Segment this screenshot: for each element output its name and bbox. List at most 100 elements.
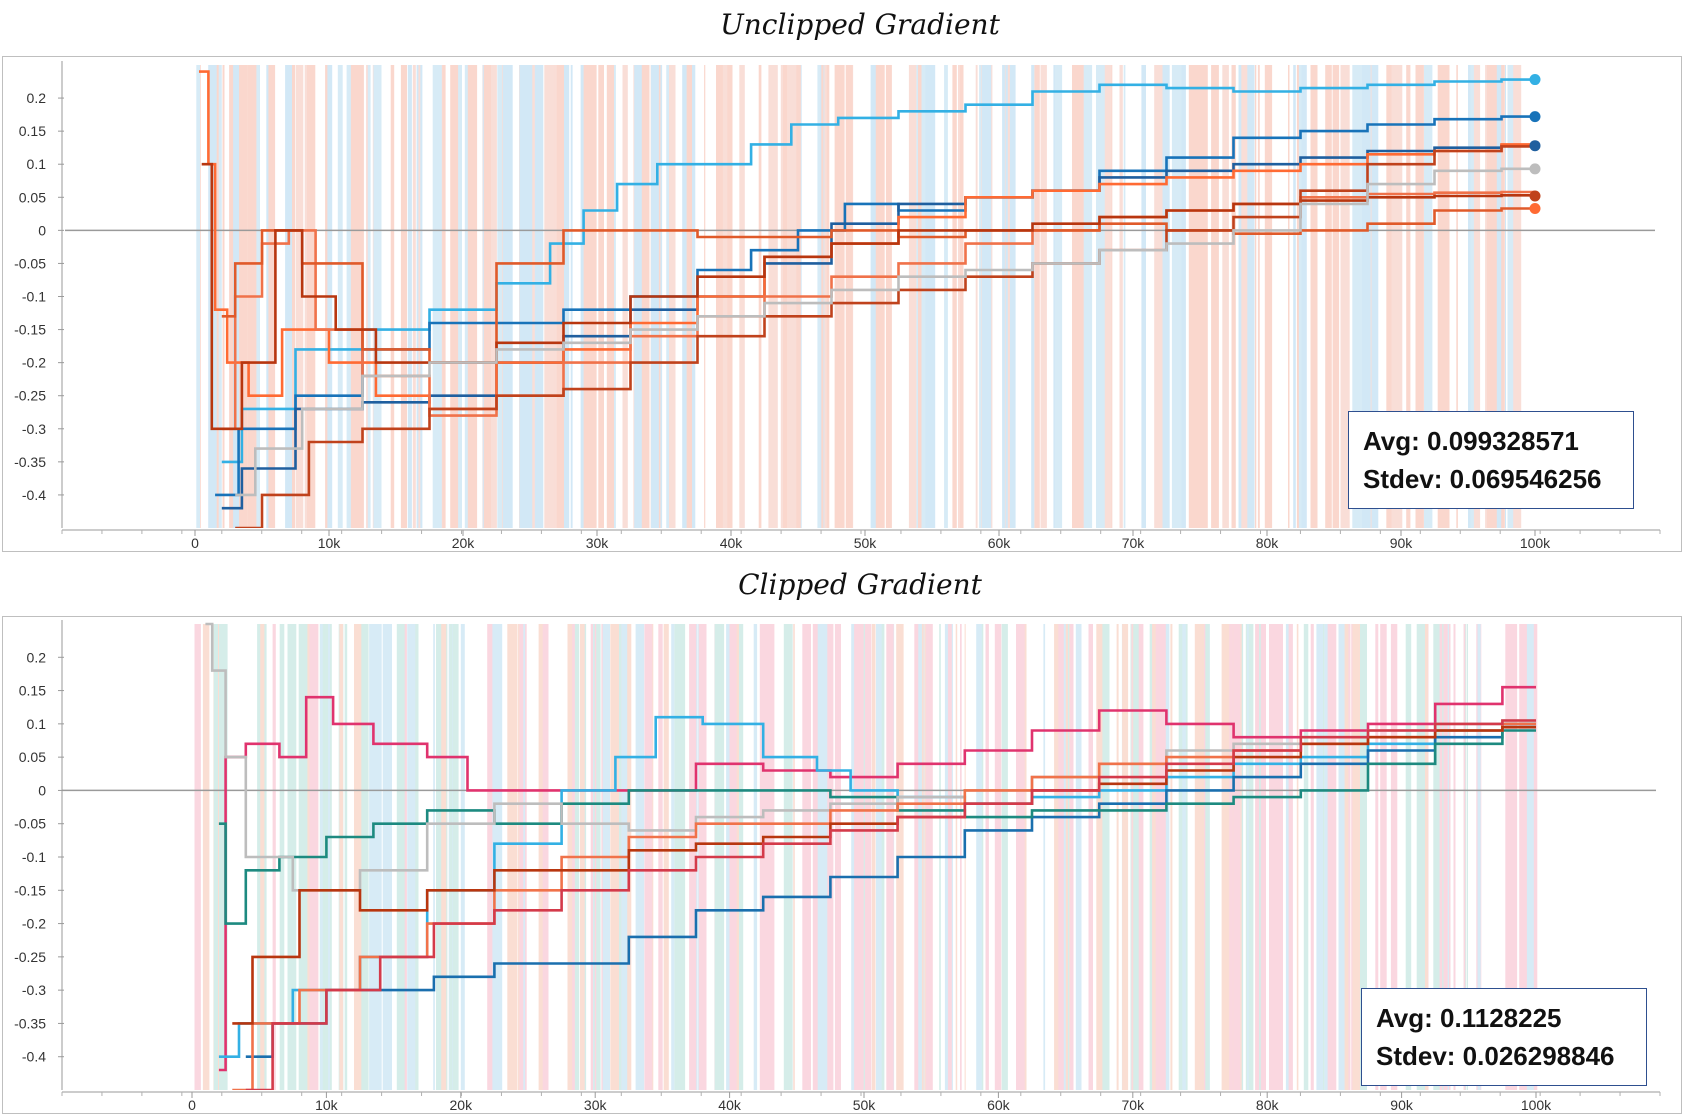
background-band xyxy=(1083,65,1093,528)
background-band xyxy=(824,624,834,1090)
background-band xyxy=(1359,624,1367,1090)
background-band xyxy=(469,65,474,528)
background-band xyxy=(1259,624,1261,1090)
y-tick-label: -0.25 xyxy=(14,949,46,965)
background-band xyxy=(918,65,922,528)
background-band xyxy=(1171,65,1181,528)
background-band xyxy=(1509,624,1518,1090)
background-band xyxy=(482,65,493,528)
background-band xyxy=(1476,624,1479,1090)
background-band xyxy=(854,624,860,1090)
background-band xyxy=(1194,624,1203,1090)
background-band xyxy=(646,624,653,1090)
background-band xyxy=(519,65,529,528)
background-band xyxy=(857,624,864,1090)
background-band xyxy=(285,65,292,528)
background-band xyxy=(1468,65,1473,528)
background-band xyxy=(1188,65,1199,528)
background-band xyxy=(1247,624,1249,1090)
y-tick-label: 0.05 xyxy=(19,189,46,205)
y-tick-label: -0.05 xyxy=(14,816,46,832)
background-band xyxy=(1264,65,1273,528)
background-band xyxy=(1257,624,1266,1090)
background-band xyxy=(1131,624,1133,1090)
background-band xyxy=(1323,624,1325,1090)
background-band xyxy=(1299,65,1307,528)
y-tick-label: -0.4 xyxy=(22,1049,46,1065)
background-band xyxy=(583,65,592,528)
background-band xyxy=(1096,624,1103,1090)
background-band xyxy=(376,624,382,1090)
background-band xyxy=(1390,624,1396,1090)
background-band xyxy=(1062,624,1066,1090)
background-band xyxy=(346,65,352,528)
series-line xyxy=(218,729,1536,925)
background-band xyxy=(887,624,894,1090)
background-band xyxy=(1415,65,1424,528)
background-band xyxy=(418,65,421,528)
series-group xyxy=(205,622,1536,1090)
background-band xyxy=(350,65,353,528)
background-band xyxy=(624,65,628,528)
background-band xyxy=(1423,65,1433,528)
x-tick-label: 50k xyxy=(854,535,878,551)
background-band xyxy=(355,624,365,1090)
background-band xyxy=(401,624,404,1090)
background-band xyxy=(1453,624,1456,1090)
background-band xyxy=(663,624,669,1090)
x-tick-label: 50k xyxy=(853,1097,877,1113)
background-band xyxy=(433,624,435,1090)
background-band xyxy=(441,624,447,1090)
x-tick-label: 0 xyxy=(188,1097,196,1113)
background-band xyxy=(1501,65,1505,528)
y-tick-label: -0.05 xyxy=(14,255,46,271)
background-band xyxy=(519,624,527,1090)
background-band xyxy=(194,624,201,1090)
x-tick-label: 90k xyxy=(1390,1097,1414,1113)
background-band xyxy=(526,65,533,528)
background-band xyxy=(354,65,364,528)
background-band xyxy=(219,624,228,1090)
background-band xyxy=(981,65,992,528)
background-band xyxy=(1303,624,1309,1090)
y-tick-label: -0.2 xyxy=(22,916,46,932)
background-band xyxy=(1135,624,1144,1090)
x-tick-label: 20k xyxy=(450,1097,474,1113)
background-band xyxy=(876,624,882,1090)
background-band xyxy=(366,65,368,528)
background-band xyxy=(908,65,917,528)
background-band xyxy=(1197,65,1203,528)
background-band xyxy=(1031,65,1035,528)
series-end-marker xyxy=(1529,111,1541,123)
y-tick-label: -0.1 xyxy=(22,849,46,865)
background-band xyxy=(337,65,343,528)
background-band xyxy=(839,65,843,528)
x-tick-label: 100k xyxy=(1520,535,1551,551)
y-tick-label: 0.2 xyxy=(27,649,47,665)
background-band xyxy=(291,65,295,528)
background-band xyxy=(407,65,412,528)
background-band xyxy=(1065,624,1068,1090)
background-band xyxy=(1123,65,1126,528)
background-band xyxy=(1108,65,1112,528)
background-band xyxy=(1141,65,1146,528)
background-band xyxy=(1005,65,1008,528)
background-band xyxy=(1162,65,1170,528)
background-band xyxy=(1227,624,1231,1090)
background-band xyxy=(1054,624,1059,1090)
background-band xyxy=(556,65,567,528)
y-tick-label: -0.1 xyxy=(22,289,46,305)
background-band xyxy=(328,624,330,1090)
background-band xyxy=(222,65,225,528)
y-tick-label: -0.35 xyxy=(14,1015,46,1031)
background-band xyxy=(1002,65,1007,528)
chart-unclipped-svg: 0.2 0.15 0.1 0.05 0 -0.05 -0.1 -0.15 -0.2 -0.25 -0… xyxy=(14,61,1661,551)
background-band xyxy=(1487,65,1497,528)
background-band xyxy=(1526,624,1534,1090)
background-band xyxy=(487,624,496,1090)
background-band xyxy=(1391,65,1399,528)
background-band xyxy=(1152,624,1162,1090)
background-band xyxy=(1231,65,1236,528)
background-band xyxy=(1519,624,1527,1090)
background-band xyxy=(1386,65,1396,528)
